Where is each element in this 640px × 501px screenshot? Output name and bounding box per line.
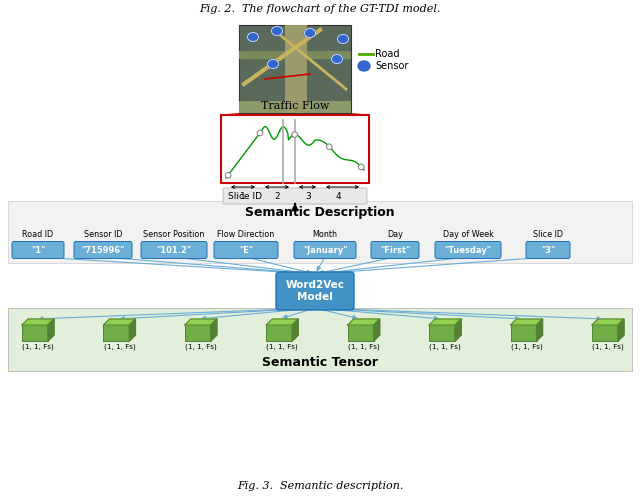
Text: Word2Vec
Model: Word2Vec Model (285, 280, 344, 302)
Polygon shape (348, 319, 380, 325)
FancyBboxPatch shape (12, 241, 64, 259)
Text: Sensor: Sensor (375, 61, 408, 71)
Polygon shape (618, 319, 624, 341)
Text: "Tuesday": "Tuesday" (445, 245, 492, 255)
Text: "First": "First" (380, 245, 410, 255)
FancyBboxPatch shape (74, 241, 132, 259)
FancyBboxPatch shape (141, 241, 207, 259)
Polygon shape (592, 319, 624, 325)
Text: (1, 1, Fs): (1, 1, Fs) (348, 344, 380, 351)
Polygon shape (104, 319, 136, 325)
FancyBboxPatch shape (371, 241, 419, 259)
FancyBboxPatch shape (276, 272, 354, 310)
Polygon shape (374, 319, 380, 341)
FancyBboxPatch shape (511, 325, 536, 341)
Polygon shape (185, 319, 217, 325)
Ellipse shape (248, 33, 259, 42)
Bar (285, 25, 307, 113)
Polygon shape (536, 319, 543, 341)
Ellipse shape (358, 61, 370, 71)
Text: (1, 1, Fs): (1, 1, Fs) (104, 344, 135, 351)
Text: (1, 1, Fs): (1, 1, Fs) (22, 344, 54, 351)
Polygon shape (129, 319, 136, 341)
Text: "E": "E" (239, 245, 253, 255)
FancyBboxPatch shape (214, 241, 278, 259)
Text: Road: Road (375, 49, 399, 59)
Text: "3": "3" (541, 245, 555, 255)
Text: "101.2": "101.2" (156, 245, 191, 255)
Polygon shape (292, 319, 298, 341)
Circle shape (292, 132, 298, 137)
Bar (8, 308, 632, 371)
Text: Semantic Description: Semantic Description (245, 206, 395, 219)
Text: Sensor Position: Sensor Position (143, 229, 205, 238)
Text: "1": "1" (31, 245, 45, 255)
Bar (239, 51, 351, 59)
Text: (1, 1, Fs): (1, 1, Fs) (266, 344, 298, 351)
Text: (1, 1, Fs): (1, 1, Fs) (429, 344, 461, 351)
Polygon shape (48, 319, 54, 341)
Polygon shape (511, 319, 543, 325)
Text: "January": "January" (303, 245, 348, 255)
Ellipse shape (271, 27, 282, 36)
Text: Road ID: Road ID (22, 229, 54, 238)
FancyBboxPatch shape (526, 241, 570, 259)
Text: Fig. 2.  The flowchart of the GT-TDI model.: Fig. 2. The flowchart of the GT-TDI mode… (199, 4, 441, 14)
FancyBboxPatch shape (348, 325, 374, 341)
FancyBboxPatch shape (22, 325, 48, 341)
FancyBboxPatch shape (266, 325, 292, 341)
Text: Sensor ID: Sensor ID (84, 229, 122, 238)
Ellipse shape (332, 55, 342, 64)
Polygon shape (429, 319, 461, 325)
Text: Day: Day (387, 229, 403, 238)
Text: 1: 1 (240, 191, 246, 200)
Circle shape (225, 172, 231, 178)
FancyBboxPatch shape (185, 325, 211, 341)
Text: (1, 1, Fs): (1, 1, Fs) (511, 344, 543, 351)
Polygon shape (266, 319, 298, 325)
FancyBboxPatch shape (223, 188, 367, 204)
Text: "715996": "715996" (81, 245, 125, 255)
Ellipse shape (337, 35, 349, 44)
Text: Flow Direction: Flow Direction (218, 229, 275, 238)
FancyBboxPatch shape (294, 241, 356, 259)
Circle shape (326, 144, 332, 150)
Polygon shape (455, 319, 461, 341)
Polygon shape (22, 319, 54, 325)
FancyBboxPatch shape (429, 325, 455, 341)
Text: Day of Week: Day of Week (443, 229, 493, 238)
Bar (8, 201, 632, 263)
Bar (221, 115, 369, 183)
FancyBboxPatch shape (104, 325, 129, 341)
FancyBboxPatch shape (435, 241, 501, 259)
Text: 4: 4 (335, 191, 341, 200)
FancyBboxPatch shape (592, 325, 618, 341)
Bar (239, 25, 351, 113)
Text: Traffic Flow: Traffic Flow (261, 101, 329, 111)
Circle shape (257, 130, 263, 136)
Text: (1, 1, Fs): (1, 1, Fs) (592, 344, 624, 351)
Circle shape (358, 164, 364, 170)
Text: Semantic Tensor: Semantic Tensor (262, 357, 378, 370)
Text: Fig. 3.  Semantic description.: Fig. 3. Semantic description. (237, 481, 403, 491)
Text: (1, 1, Fs): (1, 1, Fs) (185, 344, 217, 351)
Text: Slice ID: Slice ID (533, 229, 563, 238)
Text: 2: 2 (274, 191, 280, 200)
Ellipse shape (305, 29, 316, 38)
Bar (239, 101, 351, 113)
Polygon shape (211, 319, 217, 341)
Text: Month: Month (312, 229, 337, 238)
Ellipse shape (268, 60, 278, 69)
Text: 3: 3 (305, 191, 311, 200)
Text: Slice ID: Slice ID (228, 191, 262, 200)
